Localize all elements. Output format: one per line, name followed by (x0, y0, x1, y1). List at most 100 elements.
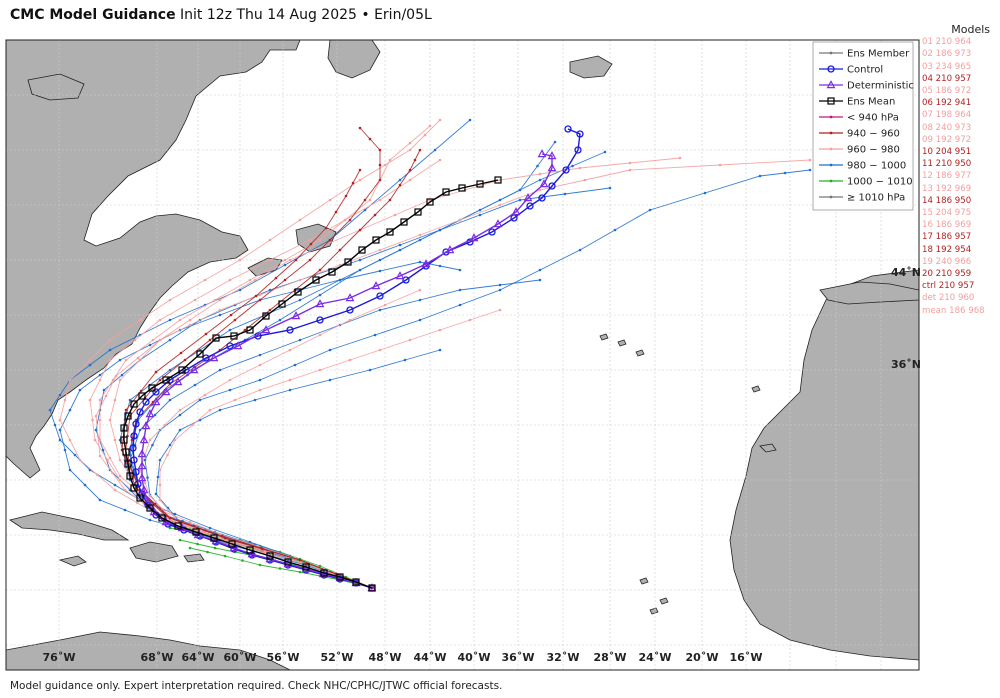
model-entry: 17 186 957 (922, 232, 972, 243)
special-tracks (120, 125, 584, 592)
model-entry: 12 186 977 (922, 171, 972, 182)
legend-label: 980 − 1000 (847, 161, 906, 172)
legend-marker-icon (829, 115, 833, 119)
land-cape-verde-3 (649, 607, 659, 615)
legend-marker-icon (827, 65, 835, 73)
model-entry: 02 186 973 (922, 49, 972, 60)
land-cuba (9, 511, 130, 541)
land-azores-2 (617, 339, 627, 347)
legend-label: 940 − 960 (847, 129, 900, 140)
model-entry: 04 210 957 (922, 73, 972, 84)
lon-tick-label: 32˚W (547, 651, 580, 664)
legend-item: Ens Member (819, 49, 910, 60)
ensemble-mean-track (120, 176, 502, 592)
legend-marker-icon (829, 147, 833, 151)
model-entry: 09 192 972 (922, 134, 972, 145)
lon-tick-label: 64˚W (182, 651, 215, 664)
legend-label: < 940 hPa (847, 113, 899, 124)
land-south-america (6, 631, 291, 670)
legend-marker-icon (829, 131, 833, 135)
models-items: 01 210 964 02 186 973 03 234 965 04 210 957… (922, 36, 1000, 317)
land-jamaica (58, 555, 87, 567)
legend-label: Ens Mean (847, 97, 895, 108)
legend-item: < 940 hPa (819, 113, 899, 124)
model-entry: 11 210 950 (922, 159, 972, 170)
legend-label: 960 − 980 (847, 145, 900, 156)
model-entry: 13 192 969 (922, 183, 972, 194)
lon-tick-label: 40˚W (458, 651, 491, 664)
land-nova-scotia (247, 257, 283, 277)
legend-item: ≥ 1010 hPa (819, 193, 905, 204)
land-azores-3 (635, 349, 645, 357)
model-entry: 15 204 975 (922, 208, 972, 219)
legend-item: Deterministic (819, 80, 914, 92)
land-labrador-lake (27, 73, 85, 101)
model-entry: 08 240 973 (922, 122, 972, 133)
chart-title: CMC Model Guidance Init 12z Thu 14 Aug 2… (10, 7, 432, 23)
model-entry: mean 186 968 (922, 305, 985, 316)
legend-marker-icon (829, 195, 833, 199)
lon-tick-label: 24˚W (639, 651, 672, 664)
lat-tick-label: 44˚N (891, 266, 921, 279)
legend-label: 1000 − 1010 (847, 177, 913, 188)
chart-title-bold: CMC Model Guidance (10, 7, 176, 23)
model-entry: 10 204 951 (922, 147, 972, 158)
models-list: Models 01 210 964 02 186 973 03 234 965 04 … (922, 23, 1000, 317)
footer-disclaimer: Model guidance only. Expert interpretati… (10, 680, 503, 692)
legend-item: 1000 − 1010 (819, 177, 913, 188)
lon-tick-label: 56˚W (267, 651, 300, 664)
land-iberia (819, 281, 919, 305)
legend-item: Control (819, 65, 883, 76)
model-entry: 16 186 969 (922, 220, 972, 231)
axis-tick-labels: 76˚W 68˚W 64˚W 60˚W 56˚W 52˚W 48˚W 44˚W 40˚W 36˚W… (43, 266, 921, 664)
legend-label: ≥ 1010 hPa (847, 193, 905, 204)
legend-marker-icon (827, 97, 835, 105)
model-entry: det 210 960 (922, 293, 975, 304)
legend-label: Deterministic (847, 81, 914, 92)
lon-tick-label: 60˚W (224, 651, 257, 664)
lon-tick-label: 36˚W (502, 651, 535, 664)
legend-marker-icon (826, 80, 836, 89)
models-header: Models (951, 23, 990, 36)
land-north-america (6, 40, 301, 479)
legend-marker-icon (829, 51, 833, 55)
legend-item: Ens Mean (819, 97, 895, 108)
land-masses (6, 40, 919, 670)
lon-tick-label: 20˚W (686, 651, 719, 664)
legend-marker-icon (829, 163, 833, 167)
lon-tick-label: 76˚W (43, 651, 76, 664)
land-greenland (327, 40, 381, 79)
model-entry: 05 186 972 (922, 86, 972, 97)
lon-tick-label: 16˚W (730, 651, 763, 664)
legend-item: 980 − 1000 (819, 161, 906, 172)
land-azores-1 (599, 333, 609, 341)
model-entry: ctrl 210 957 (922, 281, 975, 292)
lon-tick-label: 52˚W (321, 651, 354, 664)
land-puerto-rico (183, 553, 205, 563)
model-entry: 06 192 941 (922, 98, 972, 109)
legend-label: Control (847, 65, 883, 76)
land-iceland (569, 55, 613, 79)
lon-tick-label: 68˚W (141, 651, 174, 664)
lon-tick-label: 28˚W (594, 651, 627, 664)
legend-frame (812, 41, 914, 211)
model-entry: 20 210 959 (922, 269, 972, 280)
model-entry: 18 192 954 (922, 244, 972, 255)
legend-item: 960 − 980 (819, 145, 900, 156)
chart-title-rest: Init 12z Thu 14 Aug 2025 • Erin/05L (175, 7, 432, 23)
legend-item: 940 − 960 (819, 129, 900, 140)
land-hispaniola (129, 541, 179, 563)
legend-marker-icon (829, 179, 833, 183)
model-entry: 01 210 964 (922, 37, 972, 48)
land-cape-verde-2 (659, 597, 669, 605)
land-madeira (751, 385, 761, 393)
model-entry: 03 234 965 (922, 61, 972, 72)
lon-tick-label: 48˚W (369, 651, 402, 664)
map-frame (5, 39, 920, 671)
model-entry: 14 186 950 (922, 195, 972, 206)
model-entry: 07 198 964 (922, 110, 972, 121)
lat-tick-label: 36˚N (891, 358, 921, 371)
lon-tick-label: 44˚W (414, 651, 447, 664)
ensemble-member-track (120, 168, 374, 590)
